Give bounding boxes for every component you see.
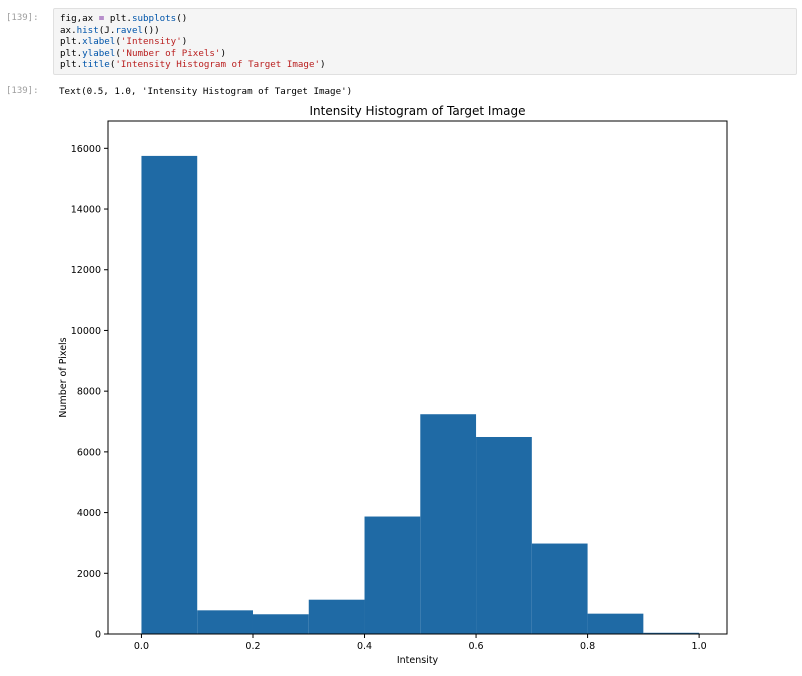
histogram-bar (141, 155, 198, 635)
input-prompt: [139]: (6, 13, 39, 23)
code-editor[interactable]: fig,ax = plt.subplots() ax.hist(J.ravel()… (53, 8, 797, 75)
y-ticks: 0 2000 4000 6000 8000 10000 12000 14000 16000 (71, 144, 108, 641)
code-token: ) (220, 47, 227, 59)
x-tick-label: 0.6 (468, 641, 483, 652)
code-token: ( (115, 36, 121, 47)
code-token: (J. (98, 24, 116, 36)
code-token: ax. (60, 24, 77, 36)
histogram-chart: 0.0 0.2 0.4 0.6 0.8 1.0 0 2000 4000 6000 8000 1000… (58, 104, 728, 666)
code-token: ( (109, 59, 116, 70)
code-line: fig,ax = plt.subplots() (60, 13, 790, 25)
code-line: plt.ylabel('Number of Pixels') (60, 48, 790, 60)
code-line: plt.title('Intensity Histogram of Target… (60, 59, 790, 71)
code-token: ravel (115, 24, 144, 36)
x-axis-label: Intensity (397, 655, 439, 666)
histogram-bar (252, 614, 309, 634)
code-token: plt. (60, 59, 83, 70)
x-tick-label: 0.2 (245, 641, 260, 652)
code-token: plt. (60, 36, 83, 47)
code-token: () (176, 13, 188, 24)
y-tick-label: 2000 (77, 569, 101, 580)
histogram-bar (643, 632, 700, 634)
code-token: plt. (60, 47, 83, 59)
code-token: fig,ax (60, 13, 99, 24)
x-ticks: 0.0 0.2 0.4 0.6 0.8 1.0 (134, 634, 707, 652)
code-token: ( (115, 47, 121, 59)
y-axis-label: Number of Pixels (58, 337, 69, 417)
code-token: 'Intensity Histogram of Target Image' (115, 59, 321, 70)
histogram-bar (197, 610, 253, 634)
x-tick-label: 1.0 (692, 641, 707, 652)
code-token: title (82, 59, 110, 70)
y-tick-label: 14000 (71, 205, 101, 216)
histogram-bar (308, 599, 365, 634)
code-token: ylabel (82, 47, 116, 59)
histogram-bar (531, 543, 588, 634)
y-tick-label: 10000 (71, 326, 101, 337)
histogram-bar (587, 613, 644, 634)
y-tick-label: 12000 (71, 265, 101, 276)
output-text: Text(0.5, 1.0, 'Intensity Histogram of T… (59, 86, 353, 97)
output-prompt: [139]: (6, 86, 39, 96)
code-token: ) (320, 59, 326, 70)
code-token: subplots (131, 13, 177, 24)
code-token: 'Number of Pixels' (120, 47, 221, 59)
histogram-bar (476, 436, 532, 634)
code-token: = (98, 13, 105, 24)
y-tick-label: 16000 (71, 144, 101, 155)
code-token: xlabel (82, 36, 116, 47)
histogram-bar (420, 414, 477, 634)
code-token: hist (76, 24, 99, 36)
y-tick-label: 4000 (77, 508, 101, 519)
y-tick-label: 0 (95, 630, 101, 641)
code-token: plt. (104, 13, 132, 24)
histogram-bar (364, 516, 421, 634)
bars-group (141, 155, 700, 635)
x-tick-label: 0.4 (357, 641, 372, 652)
code-token: ) (181, 36, 188, 47)
code-line: plt.xlabel('Intensity') (60, 36, 790, 48)
axes-frame (107, 120, 728, 635)
y-tick-label: 6000 (77, 447, 101, 458)
y-tick-label: 8000 (77, 387, 101, 398)
code-token: ()) (143, 24, 160, 36)
code-token: 'Intensity' (120, 36, 182, 47)
chart-title: Intensity Histogram of Target Image (309, 104, 525, 118)
x-tick-label: 0.0 (134, 641, 149, 652)
code-line: ax.hist(J.ravel()) (60, 25, 790, 37)
x-tick-label: 0.8 (580, 641, 595, 652)
